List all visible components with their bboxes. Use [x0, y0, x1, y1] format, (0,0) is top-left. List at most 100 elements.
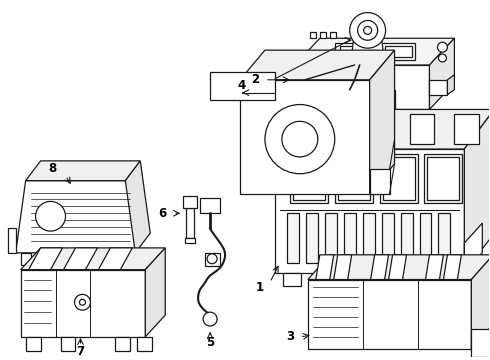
- Polygon shape: [205, 253, 220, 266]
- Polygon shape: [330, 32, 336, 38]
- Polygon shape: [419, 213, 432, 263]
- Polygon shape: [429, 38, 454, 109]
- Polygon shape: [25, 337, 41, 351]
- Polygon shape: [454, 114, 479, 144]
- Polygon shape: [240, 80, 369, 194]
- Polygon shape: [283, 273, 301, 287]
- Polygon shape: [61, 337, 75, 351]
- Polygon shape: [410, 114, 435, 144]
- Polygon shape: [424, 154, 463, 203]
- Polygon shape: [425, 255, 443, 279]
- Polygon shape: [429, 80, 447, 95]
- Text: 4: 4: [238, 79, 246, 92]
- Polygon shape: [308, 279, 471, 349]
- Polygon shape: [383, 157, 415, 201]
- Polygon shape: [369, 50, 394, 194]
- Polygon shape: [145, 248, 165, 337]
- Polygon shape: [185, 238, 195, 243]
- Polygon shape: [325, 213, 337, 263]
- Circle shape: [438, 42, 447, 52]
- Polygon shape: [295, 38, 454, 65]
- Polygon shape: [348, 55, 388, 65]
- Polygon shape: [287, 213, 299, 263]
- Circle shape: [203, 312, 217, 326]
- Circle shape: [36, 201, 66, 231]
- Polygon shape: [200, 198, 220, 213]
- Polygon shape: [340, 46, 380, 57]
- Polygon shape: [295, 65, 429, 109]
- Circle shape: [79, 299, 85, 305]
- Polygon shape: [125, 161, 150, 253]
- Circle shape: [358, 21, 378, 40]
- Polygon shape: [308, 255, 490, 279]
- Polygon shape: [449, 273, 467, 287]
- Polygon shape: [439, 213, 450, 263]
- Polygon shape: [275, 109, 490, 149]
- Polygon shape: [21, 270, 145, 337]
- Polygon shape: [419, 273, 438, 287]
- Polygon shape: [443, 255, 462, 279]
- Polygon shape: [210, 72, 275, 100]
- Polygon shape: [330, 273, 348, 287]
- Polygon shape: [380, 154, 417, 203]
- Polygon shape: [382, 213, 393, 263]
- Circle shape: [282, 121, 318, 157]
- Polygon shape: [21, 253, 30, 265]
- Polygon shape: [465, 109, 490, 273]
- Polygon shape: [360, 90, 394, 109]
- Polygon shape: [335, 43, 415, 60]
- Polygon shape: [56, 253, 67, 265]
- Text: 7: 7: [76, 345, 85, 358]
- Polygon shape: [64, 248, 98, 270]
- Circle shape: [439, 54, 446, 62]
- Polygon shape: [293, 157, 325, 201]
- Polygon shape: [306, 213, 318, 263]
- Text: 3: 3: [286, 330, 294, 343]
- Polygon shape: [310, 32, 316, 38]
- Polygon shape: [447, 75, 454, 95]
- Polygon shape: [110, 253, 121, 265]
- Polygon shape: [115, 337, 130, 351]
- Polygon shape: [471, 255, 490, 349]
- Polygon shape: [335, 154, 372, 203]
- Text: 1: 1: [256, 281, 264, 294]
- Polygon shape: [28, 248, 63, 270]
- Polygon shape: [320, 32, 326, 38]
- Polygon shape: [25, 161, 140, 181]
- Polygon shape: [385, 46, 412, 57]
- Polygon shape: [74, 253, 84, 265]
- Circle shape: [74, 294, 91, 310]
- Polygon shape: [8, 228, 16, 253]
- Polygon shape: [98, 248, 132, 270]
- Polygon shape: [471, 329, 490, 357]
- Polygon shape: [465, 223, 482, 268]
- Polygon shape: [363, 213, 375, 263]
- Circle shape: [207, 254, 217, 264]
- Polygon shape: [316, 255, 334, 279]
- Polygon shape: [343, 213, 356, 263]
- Polygon shape: [186, 208, 194, 238]
- Polygon shape: [389, 255, 407, 279]
- Text: 8: 8: [49, 162, 57, 175]
- Text: 6: 6: [158, 207, 167, 220]
- Polygon shape: [334, 255, 352, 279]
- Polygon shape: [240, 50, 394, 80]
- Circle shape: [364, 26, 371, 34]
- Polygon shape: [16, 181, 135, 253]
- Polygon shape: [338, 157, 369, 201]
- Polygon shape: [290, 154, 328, 203]
- Circle shape: [265, 104, 335, 174]
- Polygon shape: [369, 169, 390, 194]
- Polygon shape: [365, 95, 390, 109]
- Polygon shape: [93, 253, 102, 265]
- Polygon shape: [352, 38, 384, 55]
- Polygon shape: [427, 157, 460, 201]
- Text: 2: 2: [251, 73, 259, 86]
- Circle shape: [350, 13, 386, 48]
- Polygon shape: [183, 197, 197, 208]
- Polygon shape: [21, 248, 165, 270]
- Polygon shape: [320, 114, 345, 144]
- Polygon shape: [365, 114, 390, 144]
- Polygon shape: [39, 253, 49, 265]
- Text: 5: 5: [206, 336, 214, 349]
